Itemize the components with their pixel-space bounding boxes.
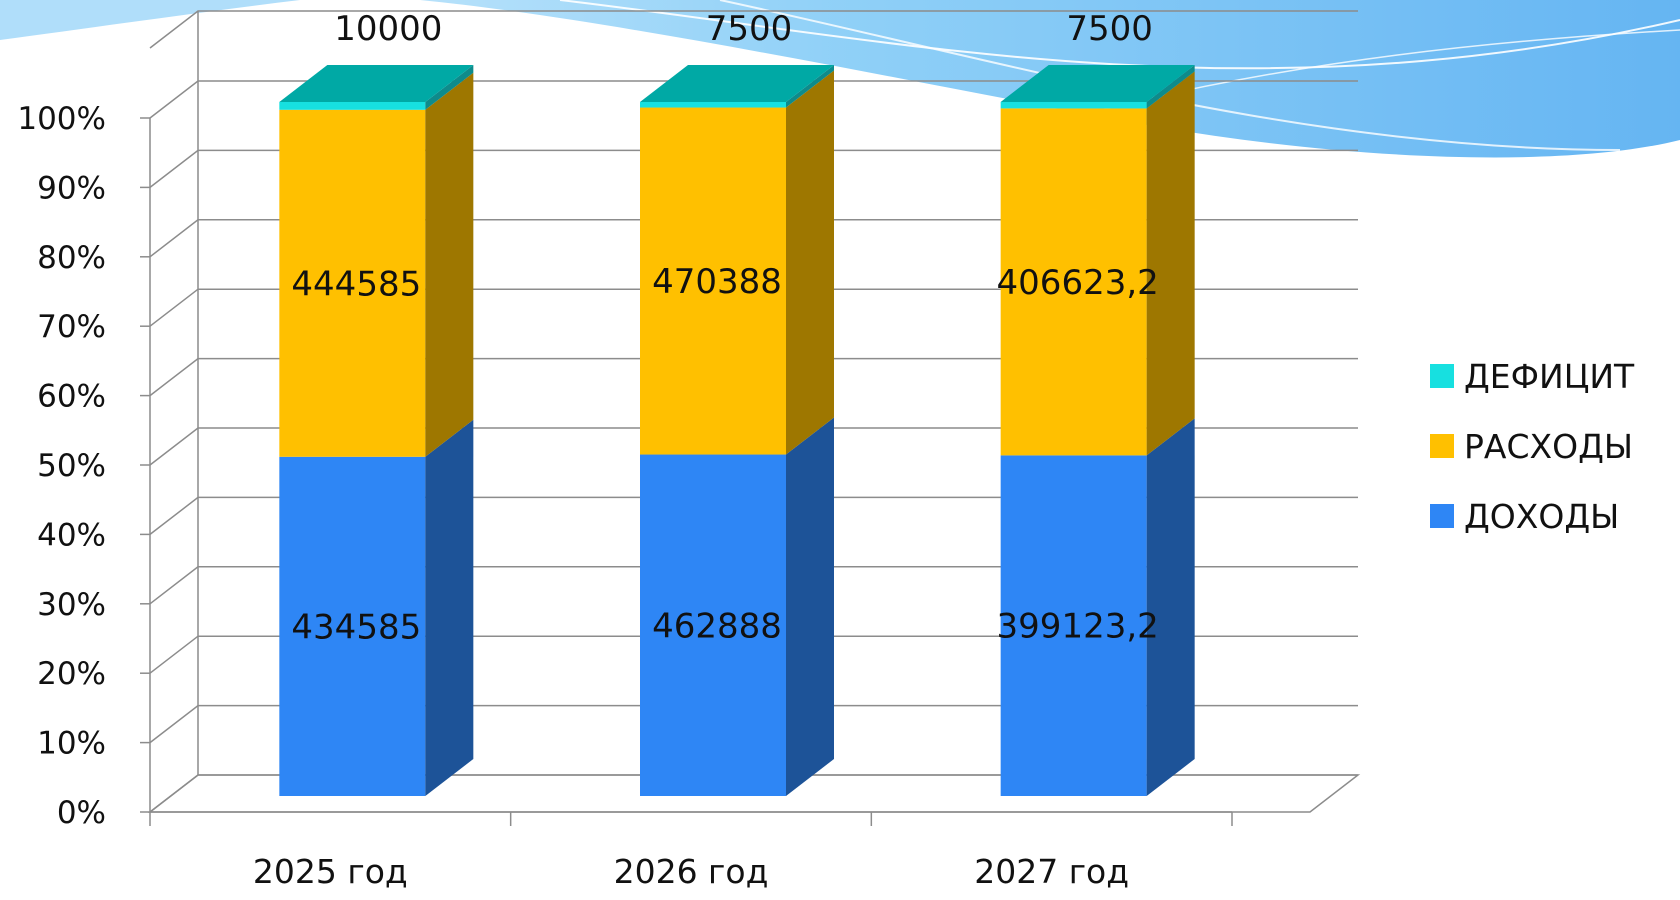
- data-label: 399123,2: [997, 607, 1159, 647]
- y-tick-label: 20%: [37, 656, 106, 692]
- legend-label: ДЕФИЦИТ: [1464, 357, 1635, 396]
- y-tick-label: 80%: [37, 240, 106, 276]
- data-labels: 434585 444585 10000 462888 470388 7500 399123,…: [291, 9, 1158, 647]
- bars: [279, 65, 1195, 796]
- y-tick-label: 0%: [57, 795, 106, 831]
- y-tick-label: 10%: [37, 726, 106, 762]
- data-label: 10000: [334, 9, 442, 49]
- bar-front: [640, 107, 786, 455]
- data-label: 462888: [652, 606, 782, 646]
- background-wave-decoration: [0, 0, 1680, 158]
- y-tick-label: 90%: [37, 170, 106, 206]
- bar-segment: [279, 72, 474, 457]
- data-label: 444585: [291, 264, 421, 304]
- bar-side: [1146, 418, 1195, 796]
- y-tick-label: 60%: [37, 379, 106, 415]
- bar-side: [1146, 65, 1195, 109]
- bar-side: [786, 70, 834, 455]
- bar-segment: [1000, 418, 1195, 796]
- bar-segment: [640, 70, 834, 455]
- bar-front: [279, 109, 426, 457]
- bar-side: [786, 65, 834, 108]
- legend: ДЕФИЦИТ РАСХОДЫ ДОХОДЫ: [1430, 357, 1635, 536]
- legend-item: ДЕФИЦИТ: [1430, 357, 1635, 396]
- bar-segment: [279, 65, 474, 110]
- y-tick-label: 100%: [17, 101, 106, 137]
- bar-side: [425, 72, 474, 457]
- bar-front: [1000, 102, 1147, 109]
- bar-front: [640, 454, 786, 796]
- legend-swatch: [1430, 364, 1454, 388]
- bar-side: [1146, 71, 1195, 456]
- y-tick-label: 40%: [37, 517, 106, 553]
- bar-segment: [279, 419, 474, 796]
- y-tick-label: 50%: [37, 448, 106, 484]
- bar-front: [279, 456, 426, 796]
- x-tick-label: 2025 год: [253, 852, 408, 891]
- y-tick-label: 30%: [37, 587, 106, 623]
- legend-label: РАСХОДЫ: [1464, 427, 1633, 466]
- y-axis: 0% 10% 20% 30% 40% 50% 60% 70% 80% 90% 100%: [17, 101, 151, 831]
- x-tick-label: 2027 год: [974, 852, 1129, 891]
- data-label: 434585: [291, 607, 421, 647]
- data-label: 406623,2: [997, 263, 1159, 303]
- bar-top: [640, 65, 834, 102]
- bar-segment: [1000, 65, 1195, 109]
- bar-top: [1000, 65, 1195, 102]
- legend-label: ДОХОДЫ: [1464, 497, 1619, 536]
- legend-swatch: [1430, 504, 1454, 528]
- x-axis: 2025 год 2026 год 2027 год: [149, 811, 1233, 891]
- bar-side: [425, 419, 474, 796]
- data-label: 7500: [706, 9, 793, 49]
- x-tick-label: 2026 год: [614, 852, 769, 891]
- bar-segment: [1000, 71, 1195, 456]
- legend-item: РАСХОДЫ: [1430, 427, 1633, 466]
- bar-front: [640, 102, 786, 108]
- bar-segment: [640, 65, 834, 108]
- bar-front: [1000, 108, 1147, 456]
- bar-front: [279, 102, 426, 110]
- legend-swatch: [1430, 434, 1454, 458]
- bar-top: [279, 65, 474, 102]
- bar-side: [425, 65, 474, 110]
- bar-side: [786, 417, 834, 796]
- bar-front: [1000, 455, 1147, 796]
- data-label: 7500: [1066, 9, 1153, 49]
- bar-segment: [640, 417, 834, 796]
- y-tick-label: 70%: [37, 309, 106, 345]
- data-label: 470388: [652, 262, 782, 302]
- legend-item: ДОХОДЫ: [1430, 497, 1619, 536]
